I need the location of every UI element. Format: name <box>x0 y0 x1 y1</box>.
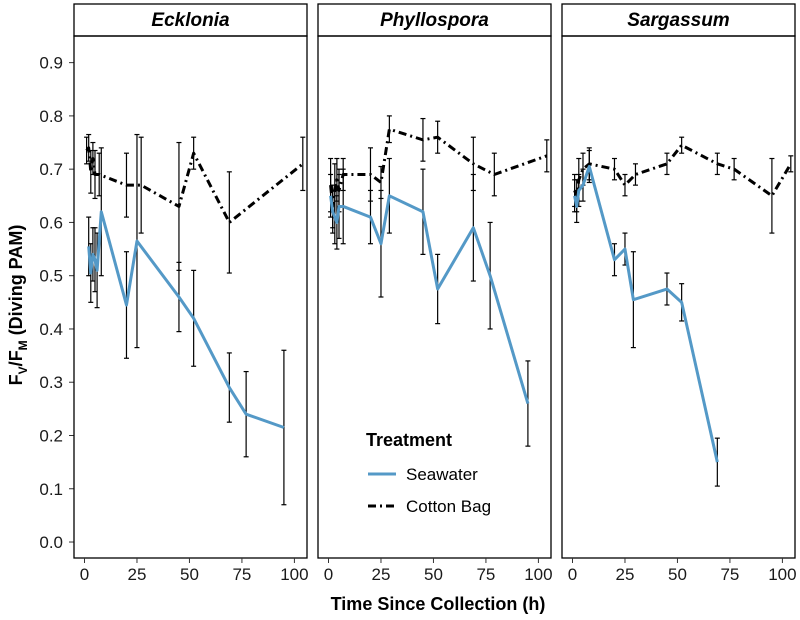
error-bar <box>679 136 685 154</box>
legend-label-cotton-bag: Cotton Bag <box>406 497 491 516</box>
y-tick-label: 0.0 <box>39 533 63 552</box>
x-tick-label: 100 <box>280 565 308 584</box>
x-tick-label: 100 <box>768 565 796 584</box>
legend-title: Treatment <box>366 430 452 450</box>
panel-title: Ecklonia <box>151 10 230 31</box>
series-line-seawater <box>87 210 285 429</box>
error-bar <box>788 155 794 173</box>
series-line-seawater <box>329 194 530 404</box>
panel-phyllospora: Phyllospora 0 25 50 75 100 <box>317 3 553 584</box>
x-tick-label: 100 <box>524 565 552 584</box>
y-tick-label: 0.7 <box>39 160 63 179</box>
panel-sargassum: Sargassum 0 25 50 75 100 <box>561 3 797 584</box>
y-tick-label: 0.1 <box>39 480 63 499</box>
x-tick-label: 0 <box>568 565 577 584</box>
series-cotton-bag <box>572 136 794 234</box>
x-tick-label: 75 <box>720 565 739 584</box>
error-bar <box>386 115 392 144</box>
legend: Treatment Seawater Cotton Bag <box>366 430 491 516</box>
y-axis-title-main: F <box>6 374 26 385</box>
y-tick-label: 0.5 <box>39 267 63 286</box>
series-seawater <box>328 157 531 447</box>
x-tick-label: 25 <box>372 565 391 584</box>
y-tick-label: 0.6 <box>39 213 63 232</box>
y-axis-title-rest: (Diving PAM) <box>6 225 26 341</box>
x-tick-label: 50 <box>180 565 199 584</box>
y-tick-label: 0.4 <box>39 320 63 339</box>
error-bar <box>622 173 628 197</box>
panel-plot-area <box>73 35 308 559</box>
x-tick-label: 25 <box>616 565 635 584</box>
x-tick-label: 50 <box>424 565 443 584</box>
error-bar <box>769 157 775 234</box>
series-line-cotton-bag <box>573 143 793 198</box>
x-tick-label: 75 <box>232 565 251 584</box>
series-line-seawater <box>573 165 719 463</box>
error-bar <box>138 136 144 234</box>
error-bar <box>226 171 232 274</box>
series-cotton-bag <box>328 115 550 229</box>
panel-strip <box>317 3 552 37</box>
series-seawater <box>86 133 287 506</box>
error-bar <box>300 136 306 192</box>
error-bar <box>632 163 638 186</box>
y-axis-title-sub-v: V <box>16 366 30 374</box>
y-axis-title: FV/FM (Diving PAM) <box>6 225 30 386</box>
y-tick-label: 0.8 <box>39 107 63 126</box>
x-tick-label: 25 <box>128 565 147 584</box>
panel-strip <box>561 3 796 37</box>
panel-strip <box>73 3 308 37</box>
x-tick-label: 0 <box>80 565 89 584</box>
y-tick-label: 0.3 <box>39 373 63 392</box>
panel-plot-area <box>561 35 796 559</box>
series-line-cotton-bag <box>85 146 304 224</box>
x-tick-label: 75 <box>476 565 495 584</box>
series-cotton-bag <box>84 133 306 274</box>
x-tick-label: 50 <box>668 565 687 584</box>
panel-title: Sargassum <box>627 10 730 31</box>
panel-plot-area <box>317 35 552 559</box>
series-seawater <box>572 149 720 487</box>
error-bar <box>664 152 670 176</box>
x-tick-label: 0 <box>324 565 333 584</box>
y-tick-label: 0.9 <box>39 54 63 73</box>
legend-label-seawater: Seawater <box>406 465 478 484</box>
series-line-cotton-bag <box>329 127 548 208</box>
y-axis: 0.0 0.1 0.2 0.3 0.4 0.5 0.6 0.7 0.8 0.9 <box>39 54 74 552</box>
panel-title: Phyllospora <box>380 10 489 31</box>
x-axis-title: Time Since Collection (h) <box>331 594 546 614</box>
y-axis-title-sub-m: M <box>16 340 30 350</box>
y-axis-title-slash: /F <box>6 350 26 366</box>
panel-ecklonia: Ecklonia 0 25 50 75 100 <box>73 3 309 584</box>
y-tick-label: 0.2 <box>39 426 63 445</box>
